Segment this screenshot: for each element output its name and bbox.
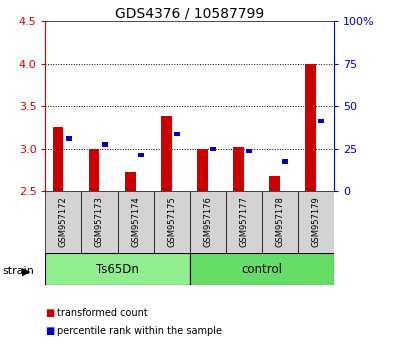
Text: GSM957176: GSM957176 — [203, 196, 212, 247]
Bar — [45, 191, 81, 253]
Text: percentile rank within the sample: percentile rank within the sample — [57, 326, 222, 336]
Text: GSM957172: GSM957172 — [59, 196, 68, 247]
Bar — [161, 116, 171, 191]
Bar — [66, 136, 72, 141]
Bar — [89, 149, 100, 191]
Bar — [233, 147, 244, 191]
Text: transformed count: transformed count — [57, 308, 148, 318]
Bar — [246, 149, 252, 153]
Bar — [102, 142, 108, 147]
Bar — [138, 153, 144, 157]
Bar — [197, 149, 208, 191]
Text: strain: strain — [2, 266, 34, 276]
Bar — [174, 132, 180, 136]
Bar — [190, 191, 226, 253]
Text: control: control — [241, 263, 282, 275]
Bar — [81, 191, 118, 253]
Text: GSM957175: GSM957175 — [167, 196, 176, 247]
Text: GSM957178: GSM957178 — [275, 196, 284, 247]
Title: GDS4376 / 10587799: GDS4376 / 10587799 — [115, 6, 264, 20]
Bar — [318, 119, 324, 123]
Text: ■: ■ — [45, 308, 55, 318]
Bar — [282, 159, 288, 164]
Bar — [269, 176, 280, 191]
Bar — [298, 191, 334, 253]
Bar — [154, 191, 190, 253]
Bar — [53, 127, 64, 191]
Bar — [190, 253, 334, 285]
Text: ▶: ▶ — [22, 267, 30, 277]
Bar — [118, 191, 154, 253]
Text: GSM957173: GSM957173 — [95, 196, 104, 247]
Text: GSM957174: GSM957174 — [131, 196, 140, 247]
Text: GSM957177: GSM957177 — [239, 196, 248, 247]
Bar — [125, 172, 135, 191]
Text: GSM957179: GSM957179 — [311, 196, 320, 247]
Text: Ts65Dn: Ts65Dn — [96, 263, 139, 275]
Bar — [210, 147, 216, 151]
Bar — [261, 191, 298, 253]
Bar — [45, 253, 190, 285]
Bar — [305, 64, 316, 191]
Bar — [226, 191, 261, 253]
Text: ■: ■ — [45, 326, 55, 336]
